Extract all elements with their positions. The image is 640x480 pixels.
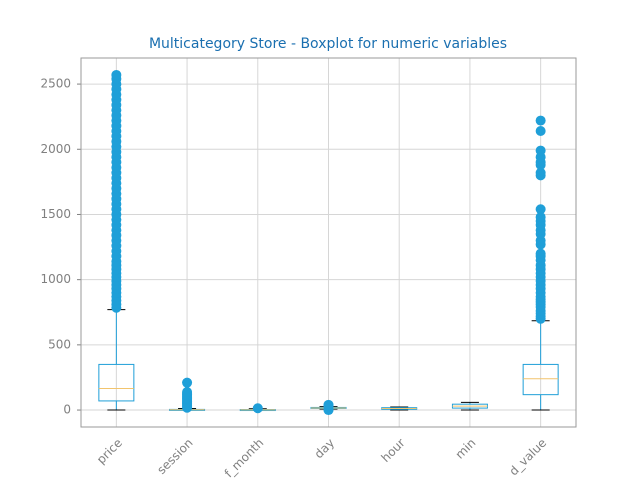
- y-tick-label: 500: [48, 337, 71, 351]
- outlier: [252, 403, 263, 414]
- y-tick-label: 2500: [40, 77, 71, 91]
- outlier: [535, 204, 546, 215]
- x-tick-label: price: [94, 436, 125, 467]
- x-tick-label: day: [312, 436, 338, 462]
- x-tick-label: f_month: [222, 436, 267, 480]
- outlier: [535, 145, 546, 156]
- outlier: [323, 399, 334, 410]
- box: [98, 363, 135, 402]
- x-tick-label: hour: [378, 436, 407, 465]
- box: [522, 363, 559, 396]
- x-tick-label: session: [154, 436, 195, 477]
- x-tick-label: min: [453, 436, 479, 462]
- y-tick-label: 0: [63, 403, 71, 417]
- x-tick-label: d_value: [507, 436, 550, 479]
- y-tick-label: 1000: [40, 272, 71, 286]
- outlier: [111, 69, 122, 80]
- outlier: [182, 387, 193, 398]
- y-tick-label: 1500: [40, 207, 71, 221]
- outlier: [535, 115, 546, 126]
- outlier: [535, 248, 546, 259]
- outlier: [535, 126, 546, 137]
- y-tick-label: 2000: [40, 142, 71, 156]
- chart-title: Multicategory Store - Boxplot for numeri…: [149, 36, 507, 52]
- outlier: [182, 377, 193, 388]
- outlier: [535, 212, 546, 223]
- plot-frame: [80, 57, 577, 428]
- outlier: [535, 167, 546, 178]
